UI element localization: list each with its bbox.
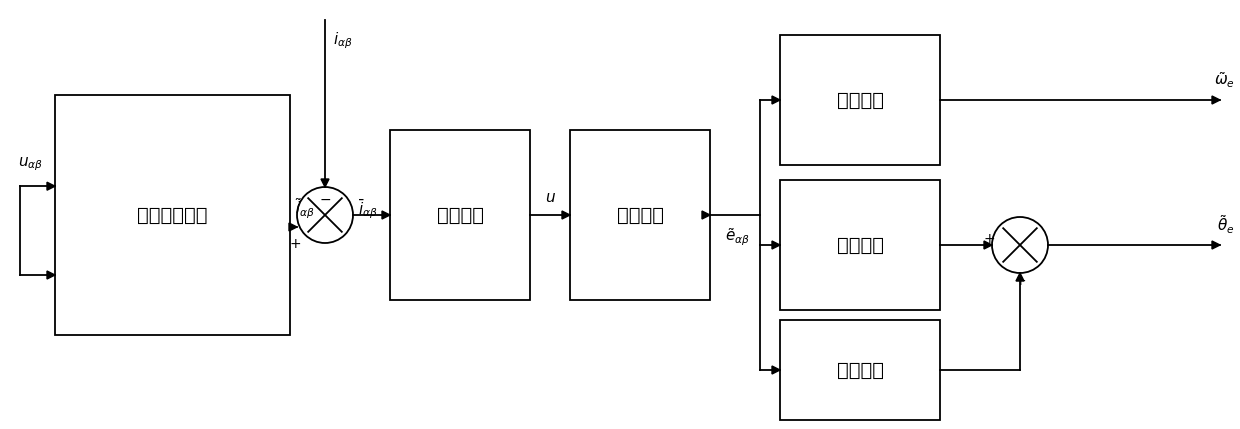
Polygon shape — [289, 223, 298, 231]
Polygon shape — [47, 271, 55, 279]
Text: $u$: $u$ — [544, 190, 556, 205]
Bar — [780, 320, 940, 420]
Text: 转角补偿: 转角补偿 — [837, 360, 883, 380]
Text: $\tilde{e}_{\alpha\beta}$: $\tilde{e}_{\alpha\beta}$ — [725, 226, 750, 248]
Polygon shape — [773, 96, 780, 104]
Polygon shape — [773, 366, 780, 374]
Bar — [391, 130, 529, 300]
Text: 转速估算: 转速估算 — [837, 91, 883, 109]
Polygon shape — [1211, 96, 1220, 104]
Polygon shape — [1211, 241, 1220, 249]
Polygon shape — [382, 211, 391, 219]
Text: $\tilde{\omega}_{e}$: $\tilde{\omega}_{e}$ — [1214, 70, 1235, 90]
Text: 切换作用: 切换作用 — [436, 205, 484, 224]
Polygon shape — [702, 211, 711, 219]
Text: 转角估算: 转角估算 — [837, 236, 883, 254]
Bar — [570, 130, 711, 300]
Text: +: + — [290, 237, 301, 251]
Text: $\tilde{\theta}_{e}$: $\tilde{\theta}_{e}$ — [1218, 214, 1235, 236]
Polygon shape — [985, 241, 992, 249]
Text: 低通滤波: 低通滤波 — [616, 205, 663, 224]
Polygon shape — [47, 182, 55, 190]
Text: $i_{\alpha\beta}$: $i_{\alpha\beta}$ — [334, 30, 352, 51]
Polygon shape — [562, 211, 570, 219]
Polygon shape — [321, 179, 329, 187]
Bar — [780, 180, 940, 310]
Bar — [780, 35, 940, 165]
Text: −: − — [319, 193, 331, 207]
Polygon shape — [1016, 273, 1024, 281]
Text: $\bar{i}_{\alpha\beta}$: $\bar{i}_{\alpha\beta}$ — [358, 197, 378, 221]
Text: +: + — [1014, 275, 1025, 288]
Text: $\tilde{i}_{\alpha\beta}$: $\tilde{i}_{\alpha\beta}$ — [295, 197, 315, 221]
Text: 定子电压模型: 定子电压模型 — [138, 205, 208, 224]
Text: $u_{\alpha\beta}$: $u_{\alpha\beta}$ — [19, 155, 43, 173]
Bar — [55, 95, 290, 335]
Text: +: + — [983, 233, 994, 246]
Polygon shape — [773, 241, 780, 249]
